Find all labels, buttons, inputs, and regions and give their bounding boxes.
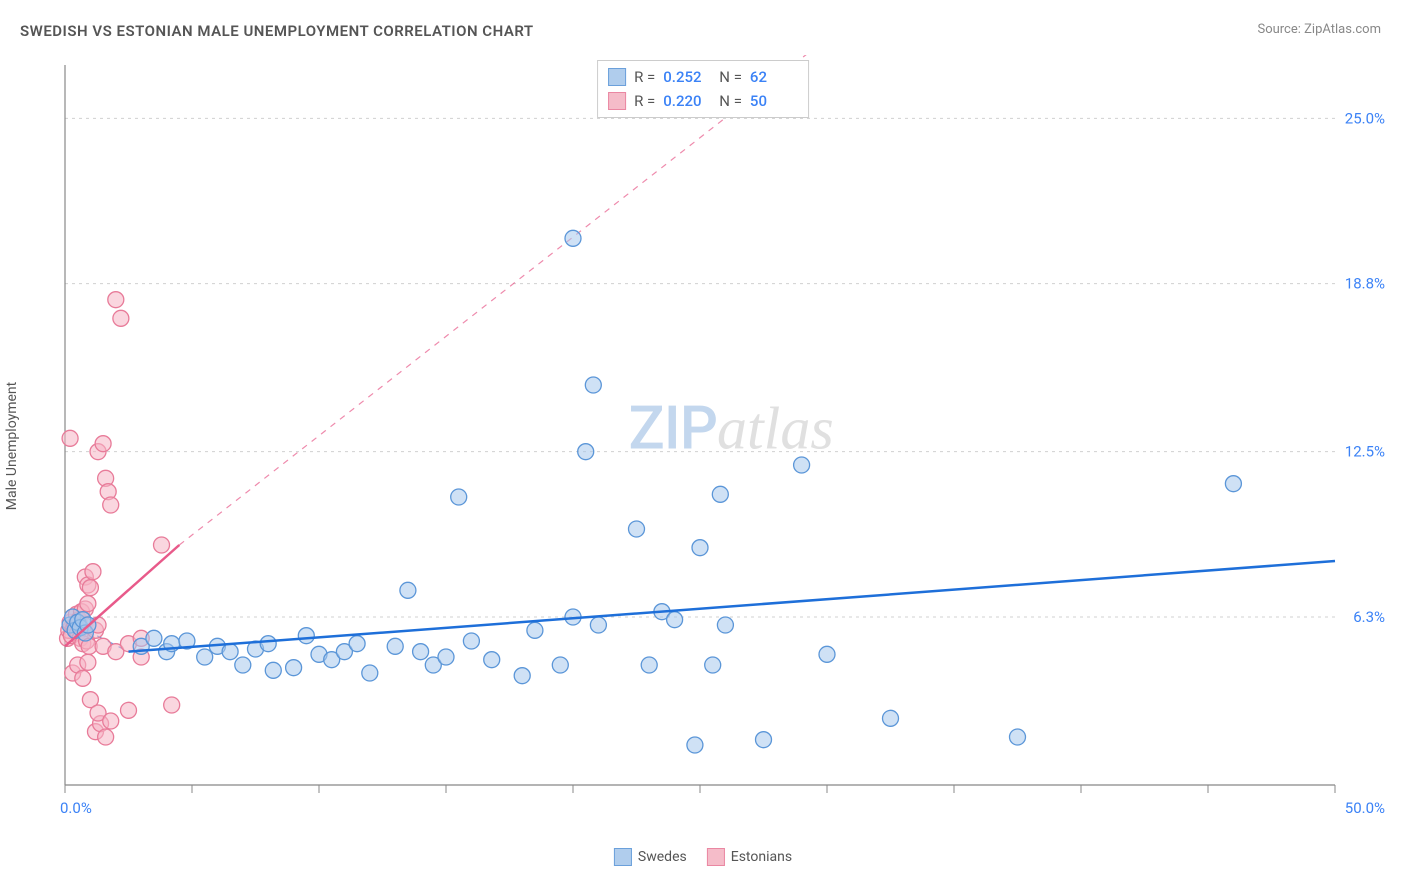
y-axis-label: Male Unemployment — [4, 382, 20, 510]
stats-row-swedes: R = 0.252 N = 62 — [608, 65, 798, 89]
n-value-swedes: 62 — [750, 65, 798, 89]
r-label: R = — [634, 89, 655, 113]
svg-text:6.3%: 6.3% — [1353, 608, 1385, 626]
svg-text:25.0%: 25.0% — [1345, 109, 1385, 127]
r-label: R = — [634, 65, 655, 89]
chart-title: SWEDISH VS ESTONIAN MALE UNEMPLOYMENT CO… — [20, 22, 534, 40]
legend-label-swedes: Swedes — [638, 849, 687, 865]
legend-label-estonians: Estonians — [731, 849, 792, 865]
chart-area: 6.3%12.5%18.8%25.0%0.0%50.0% — [55, 55, 1375, 830]
n-label: N = — [719, 89, 742, 113]
svg-text:12.5%: 12.5% — [1345, 443, 1385, 461]
svg-text:18.8%: 18.8% — [1345, 275, 1385, 293]
source-prefix: Source: — [1257, 22, 1304, 37]
swatch-estonians — [608, 92, 626, 110]
r-value-estonians: 0.220 — [663, 89, 711, 113]
legend-swatch-estonians — [707, 848, 725, 866]
legend-item-estonians: Estonians — [707, 848, 792, 866]
stats-row-estonians: R = 0.220 N = 50 — [608, 89, 798, 113]
svg-text:0.0%: 0.0% — [60, 799, 92, 817]
legend-swatch-swedes — [614, 848, 632, 866]
scatter-chart: 6.3% 12.5% 18.8% 25.0% 0.0% 50.0% — [55, 55, 1395, 845]
stats-box: R = 0.252 N = 62 R = 0.220 N = 50 — [597, 60, 809, 118]
legend-item-swedes: Swedes — [614, 848, 687, 866]
n-label: N = — [719, 65, 742, 89]
swatch-swedes — [608, 68, 626, 86]
source-label: Source: ZipAtlas.com — [1257, 22, 1381, 37]
r-value-swedes: 0.252 — [663, 65, 711, 89]
n-value-estonians: 50 — [750, 89, 798, 113]
svg-text:50.0%: 50.0% — [1345, 799, 1385, 817]
source-name: ZipAtlas.com — [1304, 22, 1381, 37]
legend: Swedes Estonians — [614, 848, 792, 866]
